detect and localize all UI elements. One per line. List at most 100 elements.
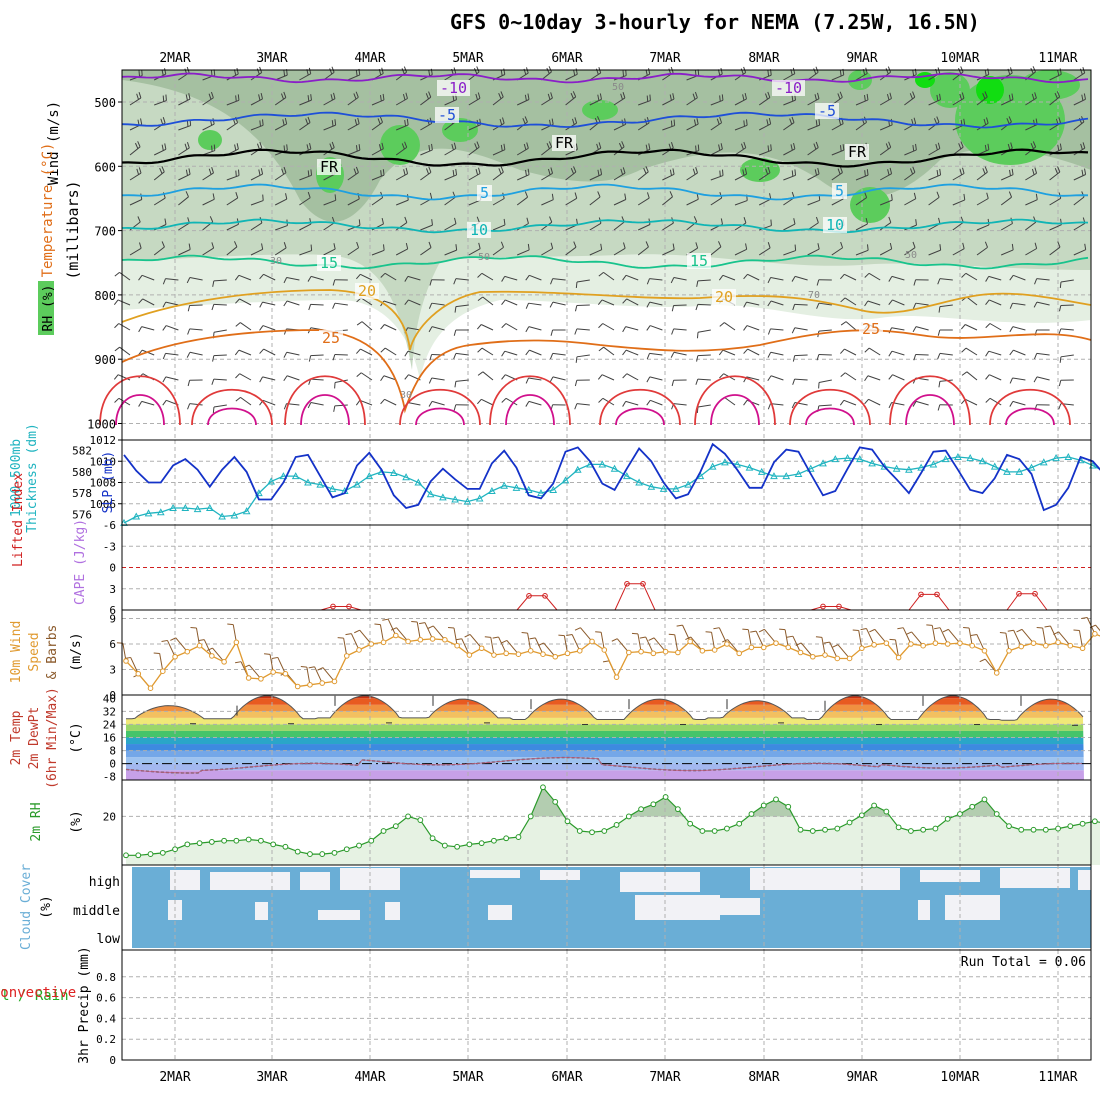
wind-barb-flag — [234, 241, 238, 248]
wind-barb — [589, 174, 602, 181]
wind-barb — [153, 171, 165, 181]
wind-barb-flag — [500, 69, 503, 76]
wind-barb — [407, 402, 421, 406]
temp-band — [126, 757, 1084, 764]
wind-speed-point — [503, 650, 509, 657]
wind-barb — [444, 196, 456, 206]
thickness-point — [524, 485, 533, 493]
wind-speed-point — [552, 653, 559, 660]
wind-barb-flag — [425, 93, 429, 100]
wind-barb — [455, 379, 469, 382]
wind-barb-flag — [743, 325, 748, 331]
rh-point — [1055, 825, 1061, 832]
wind-barb-flag — [718, 144, 721, 151]
wind-barb — [299, 73, 312, 81]
wind-barb-flag — [767, 403, 771, 410]
rh-90-region — [198, 130, 222, 150]
wind-barb — [880, 199, 893, 206]
wind-barb-flag — [404, 276, 409, 282]
wind-barb — [965, 324, 978, 331]
wind-barb-flag — [353, 168, 357, 175]
wind-barb — [528, 377, 542, 381]
wind-barb-flag — [866, 169, 869, 176]
rh-70-region — [122, 70, 1091, 222]
wind-barb-flag — [187, 305, 191, 312]
wind-barb-flag — [913, 117, 917, 124]
wind-barb-flag — [597, 191, 601, 198]
wind-barb-flag — [597, 299, 603, 305]
wind-barb-flag — [186, 277, 191, 284]
wind-speed-point — [466, 652, 473, 658]
wind-barb — [928, 196, 940, 206]
wind-barb — [527, 632, 532, 651]
ytick-label: 0.8 — [96, 971, 116, 984]
wind-barb — [383, 300, 397, 306]
wind-barb-flag — [960, 66, 964, 73]
wind-barb-flag — [378, 144, 382, 151]
wind-barb — [710, 122, 722, 131]
wind-barb-flag — [816, 279, 820, 286]
wind-barb-flag — [816, 302, 820, 309]
wind-barb — [673, 403, 687, 406]
wind-barb — [637, 197, 650, 206]
wind-barb-flag — [982, 168, 986, 175]
wind-barb — [794, 378, 808, 381]
rh-point — [871, 802, 877, 809]
wind-barb — [879, 98, 892, 106]
wind-barb-flag — [792, 378, 796, 385]
wind-barb-flag — [405, 242, 409, 250]
wind-barb-flag — [264, 653, 271, 655]
wind-barb-flag — [208, 93, 212, 100]
wind-barb-flag — [211, 304, 215, 311]
rh-point — [147, 851, 154, 857]
wind-barb-flag — [696, 193, 699, 200]
rh-point — [441, 842, 448, 849]
wind-barb-flag — [742, 169, 745, 176]
wind-barb — [879, 248, 892, 256]
thickness-point — [868, 459, 876, 467]
wind-speed-point — [748, 644, 755, 651]
wind-barb-flag — [745, 243, 748, 250]
wind-barb — [637, 122, 650, 131]
wind-barb — [516, 147, 529, 156]
wind-barb — [601, 299, 615, 306]
wind-barb — [1025, 97, 1037, 106]
wind-barb — [952, 199, 965, 206]
wind-barb — [274, 172, 287, 181]
wind-speed-point — [589, 638, 595, 645]
wind-barb — [534, 637, 544, 655]
wind-barb-flag — [574, 328, 578, 335]
wind-barb — [892, 299, 905, 306]
wind-barb — [541, 199, 554, 206]
wind-barb-flag — [792, 304, 796, 311]
wind-barb — [153, 148, 167, 156]
wind-speed-point — [540, 651, 546, 658]
wind-barb-flag — [331, 141, 335, 148]
wind-barb — [874, 629, 887, 644]
wind-barb-flag — [1008, 116, 1012, 123]
wind-barb-flag — [380, 170, 382, 177]
wind-barb-flag — [791, 170, 794, 177]
wind-barb — [432, 625, 446, 641]
wind-barb-flag — [864, 272, 870, 278]
rh-high-region — [976, 76, 1004, 104]
thickness-point — [218, 512, 226, 520]
rh-point — [135, 852, 142, 859]
wind-speed-point — [282, 670, 289, 677]
rh-point — [221, 837, 228, 844]
wind-barb — [250, 173, 263, 181]
wind-barb-flag — [159, 167, 163, 174]
wind-barb — [939, 627, 949, 645]
rh-point — [527, 813, 534, 820]
wind-barb-flag — [431, 219, 433, 226]
wind-barb — [274, 123, 287, 131]
wind-barb — [734, 173, 747, 181]
wind-barb — [755, 630, 765, 648]
wind-barb — [866, 628, 875, 646]
temp-band — [126, 737, 1084, 745]
wind-barb — [891, 327, 905, 331]
wind-barb-flag — [670, 277, 675, 284]
wind-barb — [1060, 354, 1074, 358]
wind-barb — [347, 96, 359, 106]
thickness-point — [561, 476, 570, 484]
